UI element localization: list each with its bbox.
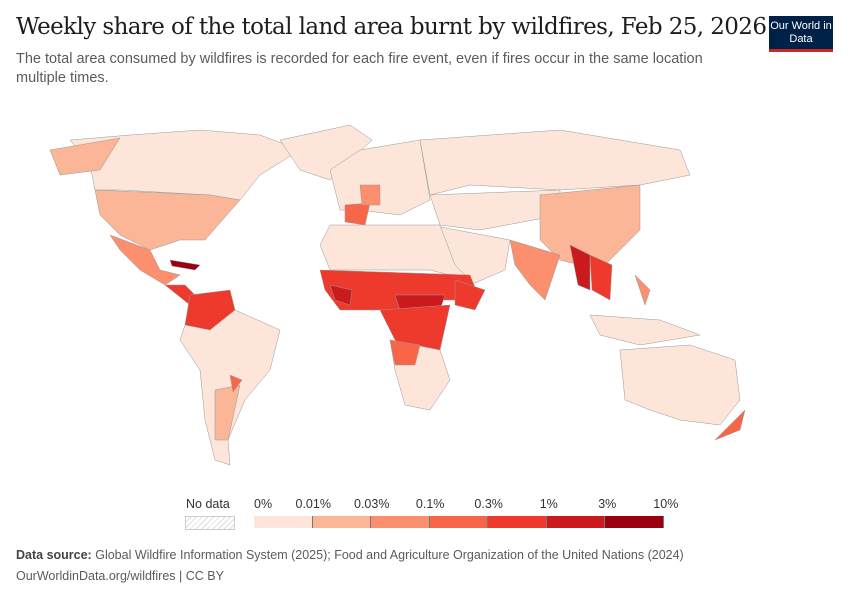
legend-tick: 0.1%: [415, 497, 445, 511]
legend-tick: 10%: [653, 497, 679, 511]
world-map[interactable]: [0, 120, 850, 490]
legend-tick: 0.01%: [295, 497, 331, 511]
country-new-zealand[interactable]: [714, 409, 746, 441]
country-alaska[interactable]: [49, 137, 121, 176]
chart-subtitle: The total area consumed by wildfires is …: [16, 51, 703, 86]
country-russia[interactable]: [419, 129, 691, 196]
country-thailand-cambodia[interactable]: [589, 254, 613, 301]
country-angola[interactable]: [389, 339, 421, 366]
country-france[interactable]: [359, 184, 381, 206]
legend-no-data-label: No data: [186, 497, 230, 511]
legend-bin-3[interactable]: [429, 516, 488, 528]
country-india[interactable]: [509, 239, 561, 301]
country-ethiopia[interactable]: [454, 279, 486, 311]
country-spain[interactable]: [344, 202, 371, 226]
country-cuba[interactable]: [169, 259, 201, 271]
legend-tick: 3%: [598, 497, 617, 511]
chart-title: Weekly share of the total land area burn…: [16, 14, 767, 40]
legend-no-data-swatch: [185, 516, 235, 530]
legend-bin-2[interactable]: [371, 516, 430, 528]
country-canada[interactable]: [69, 129, 301, 201]
legend-tick: 0%: [254, 497, 273, 511]
source-label: Data source:: [16, 548, 92, 562]
country-philippines[interactable]: [634, 274, 651, 306]
country-indonesia[interactable]: [589, 314, 701, 346]
footer-url[interactable]: OurWorldinData.org/wildfires | CC BY: [16, 569, 224, 583]
country-united-states[interactable]: [94, 189, 241, 251]
data-source: Data source: Global Wildfire Information…: [16, 548, 684, 562]
country-australia[interactable]: [619, 344, 741, 426]
country-mexico[interactable]: [109, 234, 181, 286]
legend-bin-0[interactable]: [254, 516, 313, 528]
legend-bin-1[interactable]: [312, 516, 371, 528]
source-text: Global Wildfire Information System (2025…: [95, 548, 684, 562]
owid-logo[interactable]: Our World in Data: [769, 16, 833, 52]
legend-tick: 1%: [539, 497, 558, 511]
country-guinea[interactable]: [329, 284, 353, 306]
country-argentina[interactable]: [214, 384, 241, 441]
legend-tick: 0.3%: [474, 497, 503, 511]
country-europe[interactable]: [329, 139, 431, 216]
legend-bin-5[interactable]: [546, 516, 605, 528]
country-central-asia[interactable]: [429, 189, 561, 231]
legend-bin-6[interactable]: [605, 516, 664, 528]
legend-bin-4[interactable]: [488, 516, 547, 528]
country-paraguay[interactable]: [229, 374, 243, 393]
legend-tick: 0.03%: [354, 497, 390, 511]
country-myanmar[interactable]: [569, 244, 591, 291]
